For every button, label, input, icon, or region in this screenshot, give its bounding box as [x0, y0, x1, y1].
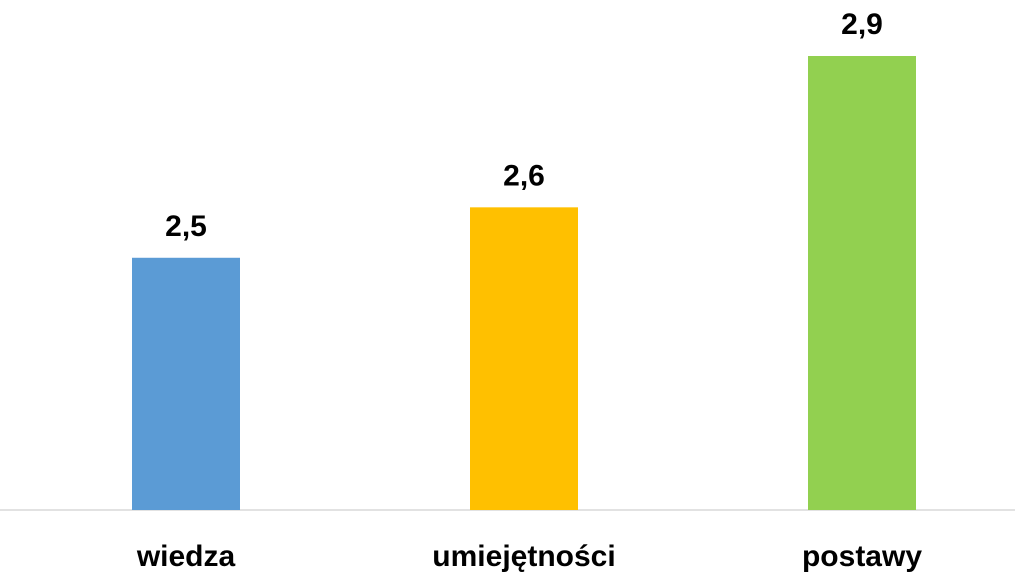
value-label-umiejętności: 2,6 — [503, 159, 545, 192]
value-labels-group: 2,5 2,6 2,9 — [165, 8, 883, 243]
category-label-umiejętności: umiejętności — [432, 540, 615, 573]
category-label-postawy: postawy — [802, 540, 922, 573]
value-label-postawy: 2,9 — [841, 8, 883, 41]
value-label-wiedza: 2,5 — [165, 210, 207, 243]
bar-wiedza — [132, 257, 240, 510]
bar-postawy — [808, 56, 916, 510]
bar-umiejętności — [470, 207, 578, 511]
bars-group — [132, 56, 916, 511]
category-labels-group: wiedza umiejętności postawy — [136, 540, 923, 573]
category-label-wiedza: wiedza — [136, 540, 236, 573]
